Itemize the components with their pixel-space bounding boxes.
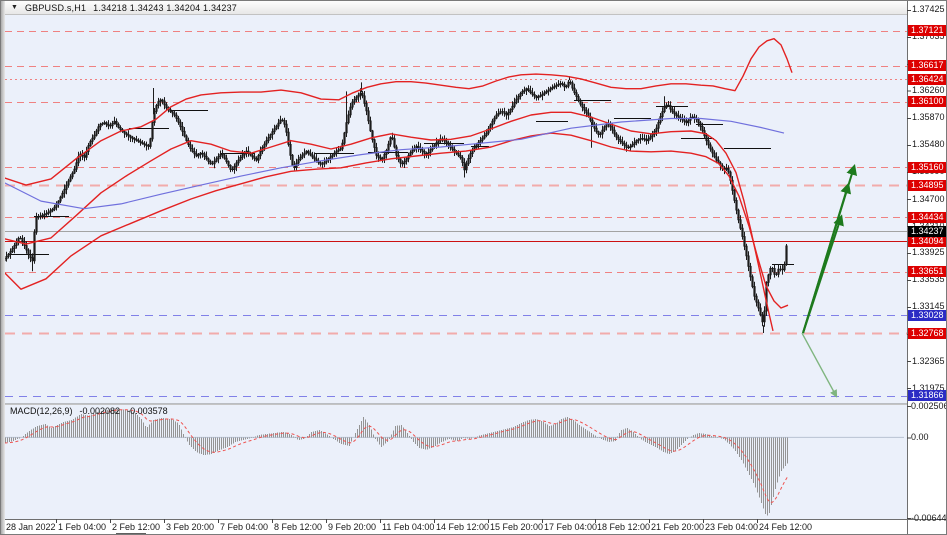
price-level-label-1.32768: 1.32768: [908, 327, 946, 339]
macd-axis-label: 0.00: [911, 431, 929, 442]
bullish-projection-arrow[interactable]: [802, 163, 857, 334]
time-axis-label: 15 Feb 20:00: [490, 522, 544, 532]
price-axis-tick-label: 1.32365: [912, 355, 945, 366]
price-level-label-1.36100: 1.36100: [908, 96, 946, 108]
chart-background: [5, 15, 907, 404]
time-axis-label: 2 Feb 12:00: [112, 522, 161, 532]
time-axis-label: 3 Feb 20:00: [166, 522, 215, 532]
bollinger-upper-band: [1, 38, 793, 186]
chart-symbol-timeframe: GBPUSD.s,H1: [24, 2, 87, 13]
price-axis-tick-label: 1.36260: [912, 85, 945, 96]
price-axis-tick-label: 1.31975: [912, 382, 945, 393]
price-level-label-1.34434: 1.34434: [908, 211, 946, 223]
price-axis-tick-label: 1.35480: [912, 139, 945, 150]
macd-indicator-label: MACD(12,26,9) -0.002082 -0.003578: [10, 406, 168, 416]
bollinger-lower-band: [1, 132, 789, 309]
price-level-label-1.34094: 1.34094: [908, 235, 946, 247]
price-level-label-1.36617: 1.36617: [908, 60, 946, 72]
current-price-label: 1.34237: [908, 225, 946, 237]
time-axis-label: 7 Feb 04:00: [220, 522, 269, 532]
bearish-projection-arrow[interactable]: [801, 332, 838, 398]
price-axis-tick-label: 1.35870: [912, 112, 945, 123]
macd-name: MACD(12,26,9): [10, 406, 73, 416]
price-axis-tick-label: 1.33925: [912, 247, 945, 258]
price-axis-tick-label: 1.33535: [912, 274, 945, 285]
price-level-label-1.33651: 1.33651: [908, 266, 946, 278]
price-level-label-1.36424: 1.36424: [908, 73, 946, 85]
chart-ohlc-quotes: 1.34218 1.34243 1.34204 1.34237: [93, 2, 237, 13]
macd-axis-label: 0.002506: [911, 401, 947, 411]
chart-dropdown-icon[interactable]: ▼: [11, 4, 18, 11]
price-level-label-1.34895: 1.34895: [908, 179, 946, 191]
time-axis-label: 28 Jan 2022: [6, 522, 56, 532]
time-axis-label: 14 Feb 12:00: [436, 522, 490, 532]
bollinger-middle-band: [1, 111, 774, 332]
time-axis-label: 1 Feb 04:00: [58, 522, 107, 532]
macd-value-signal: -0.003578: [127, 406, 168, 416]
price-axis-tick-label: 1.34310: [912, 221, 945, 232]
time-axis-label: 18 Feb 12:00: [597, 522, 651, 532]
price-axis-tick-label: 1.37425: [912, 4, 945, 15]
time-axis-label: 23 Feb 04:00: [705, 522, 759, 532]
time-axis-label: 24 Feb 12:00: [759, 522, 813, 532]
price-level-label-1.35160: 1.35160: [908, 161, 946, 173]
moving-average-blue: [1, 117, 785, 210]
price-axis-tick-label: 1.34700: [912, 193, 945, 204]
time-axis-label: 21 Feb 20:00: [651, 522, 705, 532]
time-axis-label: 8 Feb 12:00: [274, 522, 323, 532]
chart-titlebar[interactable]: ▼ GBPUSD.s,H1 1.34218 1.34243 1.34204 1.…: [5, 1, 907, 15]
time-axis-label: 9 Feb 20:00: [328, 522, 377, 532]
window-left-edge: [1, 1, 5, 534]
price-level-label-1.33028: 1.33028: [908, 309, 946, 321]
time-axis-label: 11 Feb 04:00: [382, 522, 435, 532]
scrollbar-thumb[interactable]: [116, 533, 146, 534]
time-axis-label: 17 Feb 04:00: [544, 522, 598, 532]
price-level-label-1.37121: 1.37121: [908, 25, 946, 37]
macd-value-main: -0.002082: [79, 406, 121, 416]
price-level-label-1.31866: 1.31866: [908, 390, 946, 402]
macd-signal-line: [4, 409, 789, 503]
macd-axis-label: -0.006441: [911, 512, 947, 523]
price-axis-tick-label: 1.33145: [912, 301, 945, 312]
